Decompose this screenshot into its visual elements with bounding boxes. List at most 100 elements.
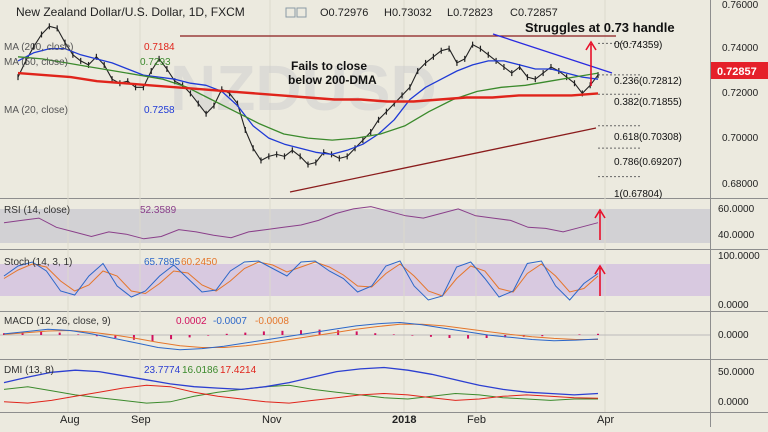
ma20-label: MA (20, close) bbox=[4, 105, 68, 116]
series-ma-200-close- bbox=[17, 71, 599, 103]
price-series bbox=[17, 23, 599, 168]
macd-hist-bar bbox=[95, 335, 98, 337]
indicator-series bbox=[0, 206, 710, 404]
rsi-axis-tick: 40.0000 bbox=[718, 230, 755, 241]
last-price-value: 0.72857 bbox=[717, 66, 757, 78]
macd-hist-bar bbox=[225, 333, 228, 335]
stoch-k-line bbox=[3, 260, 599, 301]
series-ma-20-close- bbox=[17, 48, 599, 156]
price-tick: 0.70000 bbox=[722, 133, 759, 144]
fib-label-1: 1(0.67804) bbox=[614, 189, 662, 200]
time-tick: 2018 bbox=[392, 414, 416, 426]
macd-hist-bar bbox=[485, 335, 488, 338]
high-value: H0.73032 bbox=[384, 7, 432, 19]
annotation-fails-line1: Fails to close bbox=[291, 59, 367, 73]
stoch-d-value: 60.2450 bbox=[181, 257, 218, 268]
stoch-axis-tick: 100.0000 bbox=[718, 251, 760, 262]
macd-hist-bar bbox=[504, 335, 507, 338]
settings-icon[interactable] bbox=[296, 7, 307, 18]
fib-lines bbox=[598, 42, 640, 178]
stoch-label: Stoch (14, 3, 1) bbox=[4, 257, 72, 268]
ma50-value: 0.7293 bbox=[140, 57, 171, 68]
macd-hist-bar bbox=[429, 335, 432, 337]
macd-label: MACD (12, 26, close, 9) bbox=[4, 316, 111, 327]
macd-hist-bar bbox=[151, 335, 154, 341]
time-tick: Sep bbox=[131, 414, 151, 426]
ma200-value: 0.7184 bbox=[144, 42, 175, 53]
open-value: O0.72976 bbox=[320, 7, 368, 19]
macd-hist-bar bbox=[207, 335, 210, 336]
support-trendline bbox=[289, 127, 597, 193]
low-value: L0.72823 bbox=[447, 7, 493, 19]
rsi-band bbox=[0, 209, 710, 243]
last-price-tag: 0.72857 bbox=[711, 62, 768, 79]
dmi-axis-tick: 50.0000 bbox=[718, 367, 755, 378]
price-tick: 0.74000 bbox=[722, 43, 759, 54]
macd-hist-bar bbox=[355, 331, 358, 335]
price-tick: 0.68000 bbox=[722, 179, 759, 190]
macd-hist-bar bbox=[597, 333, 599, 335]
rsi-line bbox=[3, 206, 599, 240]
macd-value: -0.0007 bbox=[213, 316, 247, 327]
macd-hist-bar bbox=[21, 332, 24, 335]
symbol-title: New Zealand Dollar/U.S. Dollar, 1D, FXCM bbox=[16, 5, 245, 19]
macd-hist-bar bbox=[467, 335, 470, 339]
macd-axis-tick: 0.0000 bbox=[718, 330, 749, 341]
close-value: C0.72857 bbox=[510, 7, 558, 19]
red-arrows bbox=[585, 40, 606, 296]
fib-label-0: 0(0.74359) bbox=[614, 40, 662, 51]
fib-labels: 0(0.74359) 0.236(0.72812) 0.382(0.71855)… bbox=[614, 40, 682, 200]
dmi-adx-value: 23.7774 bbox=[144, 365, 181, 376]
stoch-up-arrow bbox=[594, 264, 606, 296]
price-up-arrow bbox=[585, 40, 597, 86]
macd-hist-bar bbox=[578, 334, 581, 335]
macd-line bbox=[3, 321, 599, 351]
time-tick: Nov bbox=[262, 414, 282, 426]
price-tick: 0.76000 bbox=[722, 0, 759, 11]
rsi-up-arrow bbox=[594, 208, 606, 240]
time-tick: Apr bbox=[597, 414, 614, 426]
macd-hist-bar bbox=[541, 335, 544, 337]
macd-hist-bar bbox=[170, 335, 173, 340]
ma50-label: MA (50, close) bbox=[4, 57, 68, 68]
price-axis: 0.76000 0.74000 0.72000 0.70000 0.68000 bbox=[722, 0, 759, 190]
indicator-axes: 60.0000 40.0000 100.0000 0.0000 0.0000 5… bbox=[718, 204, 760, 408]
time-tick: Feb bbox=[467, 414, 486, 426]
fib-label-786: 0.786(0.69207) bbox=[614, 157, 682, 168]
macd-hist-bar bbox=[132, 335, 135, 340]
stoch-axis-tick: 0.0000 bbox=[718, 300, 749, 311]
macd-hist-bar bbox=[188, 335, 191, 338]
macd-hist-bar bbox=[244, 332, 247, 335]
header: New Zealand Dollar/U.S. Dollar, 1D, FXCM… bbox=[16, 5, 558, 19]
macd-hist-bar bbox=[58, 332, 61, 335]
macd-hist-bar bbox=[448, 335, 451, 338]
fib-label-618: 0.618(0.70308) bbox=[614, 132, 682, 143]
annotation-struggle: Struggles at 0.73 handle bbox=[525, 20, 675, 35]
dmi-adx-line bbox=[3, 366, 599, 396]
stoch-band bbox=[0, 264, 710, 296]
macd-hist-bar bbox=[374, 333, 377, 335]
time-tick: Aug bbox=[60, 414, 80, 426]
stoch-k-value: 65.7895 bbox=[144, 257, 181, 268]
dmi-axis-tick: 0.0000 bbox=[718, 397, 749, 408]
macd-hist-bar bbox=[40, 331, 43, 335]
dmi-minus-line bbox=[3, 384, 599, 404]
macd-hist-bar bbox=[77, 334, 80, 335]
descending-trendline bbox=[492, 33, 613, 74]
vertical-grid bbox=[67, 0, 606, 412]
annotation-fails-line2: below 200-DMA bbox=[288, 73, 377, 87]
eye-icon[interactable] bbox=[285, 7, 296, 18]
rsi-axis-tick: 60.0000 bbox=[718, 204, 755, 215]
macd-hist-bar bbox=[262, 331, 265, 335]
rsi-label: RSI (14, close) bbox=[4, 205, 70, 216]
macd-hist-bar bbox=[114, 335, 117, 338]
dmi-plus-value: 16.0186 bbox=[182, 365, 219, 376]
dmi-minus-value: 17.4214 bbox=[220, 365, 257, 376]
stoch-d-line bbox=[3, 261, 599, 297]
fib-label-236: 0.236(0.72812) bbox=[614, 76, 682, 87]
price-tick: 0.72000 bbox=[722, 88, 759, 99]
macd-hist-bar bbox=[281, 330, 284, 335]
macd-hist-bar bbox=[337, 330, 340, 335]
